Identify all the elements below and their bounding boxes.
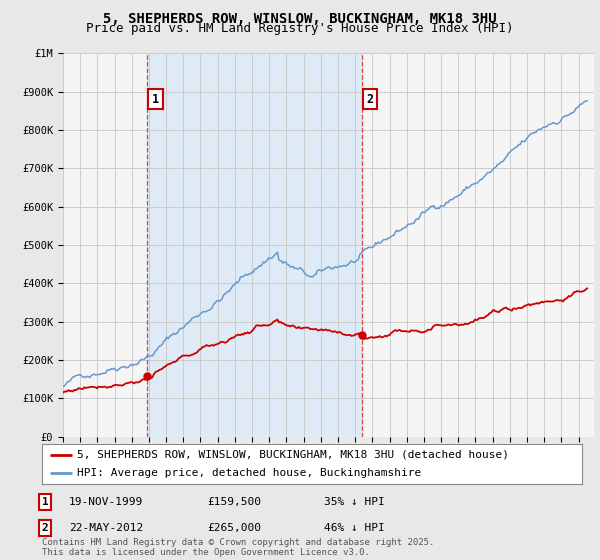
Text: 2: 2	[41, 523, 49, 533]
Text: 1: 1	[152, 93, 159, 106]
Text: HPI: Average price, detached house, Buckinghamshire: HPI: Average price, detached house, Buck…	[77, 468, 421, 478]
Text: 22-MAY-2012: 22-MAY-2012	[69, 523, 143, 533]
Text: £159,500: £159,500	[207, 497, 261, 507]
Text: 35% ↓ HPI: 35% ↓ HPI	[324, 497, 385, 507]
Text: 46% ↓ HPI: 46% ↓ HPI	[324, 523, 385, 533]
Text: 5, SHEPHERDS ROW, WINSLOW, BUCKINGHAM, MK18 3HU: 5, SHEPHERDS ROW, WINSLOW, BUCKINGHAM, M…	[103, 12, 497, 26]
Bar	[147, 53, 362, 437]
Text: 5, SHEPHERDS ROW, WINSLOW, BUCKINGHAM, MK18 3HU (detached house): 5, SHEPHERDS ROW, WINSLOW, BUCKINGHAM, M…	[77, 450, 509, 460]
Text: Price paid vs. HM Land Registry's House Price Index (HPI): Price paid vs. HM Land Registry's House …	[86, 22, 514, 35]
Text: 1: 1	[41, 497, 49, 507]
Text: 2: 2	[367, 93, 374, 106]
Text: 19-NOV-1999: 19-NOV-1999	[69, 497, 143, 507]
Text: Contains HM Land Registry data © Crown copyright and database right 2025.
This d: Contains HM Land Registry data © Crown c…	[42, 538, 434, 557]
Text: £265,000: £265,000	[207, 523, 261, 533]
